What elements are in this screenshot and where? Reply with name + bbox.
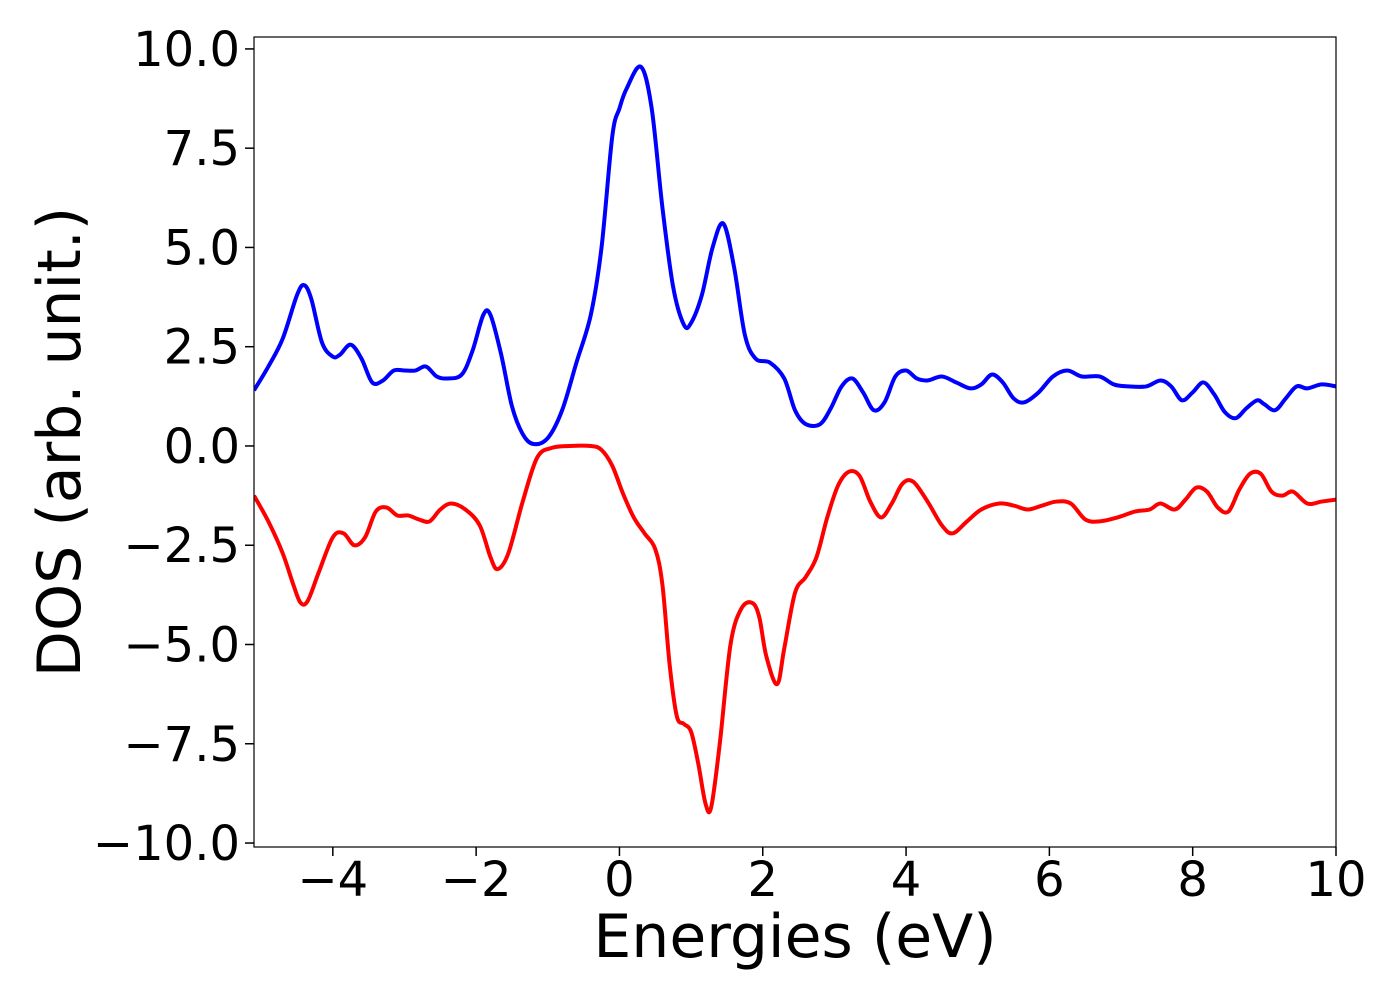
y-tick-label: 2.5 (164, 320, 240, 376)
y-tick-label: 0.0 (164, 419, 240, 475)
x-axis-ticks: −4 −2 0 2 4 6 8 10 (297, 847, 1367, 908)
y-tick-label: 10.0 (133, 22, 240, 78)
plot-lines (254, 64, 1336, 815)
x-tick-label: −2 (441, 852, 512, 908)
x-tick-label: 8 (1177, 852, 1208, 908)
x-tick-label: 4 (891, 852, 922, 908)
y-tick-label: 5.0 (164, 220, 240, 276)
x-tick-label: 10 (1305, 852, 1366, 908)
y-axis-title: DOS (arb. unit.) (25, 207, 95, 677)
y-axis-ticks: 10.0 7.5 5.0 2.5 0.0 −2.5 −5.0 −7.5 −10.0 (93, 22, 254, 872)
y-tick-label: 7.5 (164, 121, 240, 177)
x-tick-label: 2 (747, 852, 778, 908)
y-tick-label: −7.5 (123, 717, 240, 773)
y-tick-label: −10.0 (93, 816, 240, 872)
y-tick-label: −5.0 (123, 618, 240, 674)
x-tick-label: −4 (297, 852, 368, 908)
series-line-0 (254, 64, 1336, 447)
x-tick-label: 6 (1034, 852, 1065, 908)
x-axis-title: Energies (eV) (593, 902, 996, 972)
y-tick-label: −2.5 (123, 518, 240, 574)
axes-frame (253, 36, 1337, 848)
x-tick-label: 0 (604, 852, 635, 908)
series-line-1 (254, 443, 1336, 815)
